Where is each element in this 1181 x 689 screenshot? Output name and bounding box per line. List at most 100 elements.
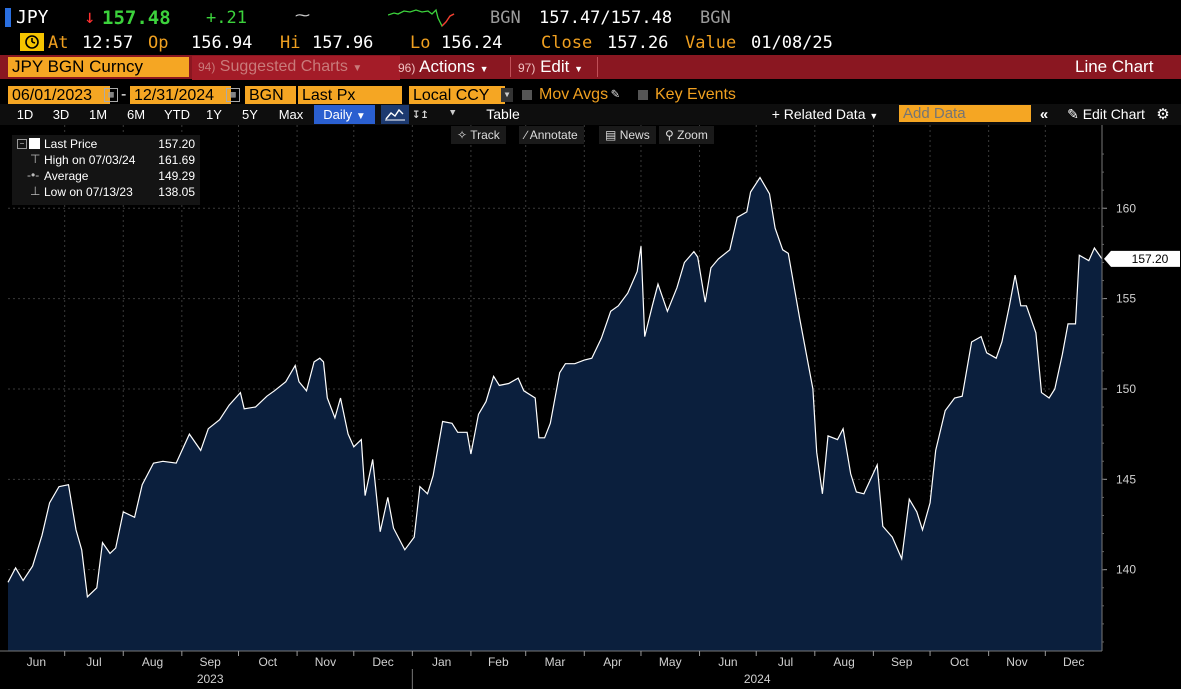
field-select[interactable]: Last Px <box>298 86 402 106</box>
chevron-down-icon: ▼ <box>352 63 363 74</box>
actions-label: Actions <box>419 57 475 76</box>
bar-chart-icon[interactable]: ↧↥ <box>412 106 429 122</box>
annotate-label: Annotate <box>529 128 578 142</box>
at-label: At <box>48 33 69 53</box>
legend-label: Low on 07/13/23 <box>44 185 133 199</box>
price-line <box>7 176 1103 599</box>
price-chart[interactable]: 140 145 150 155 160 157.20 Jun Jul Aug Sep Oct Nov D… <box>0 125 1181 689</box>
y-tick-label: 145 <box>1116 472 1136 486</box>
y-tick-label: 155 <box>1116 292 1136 306</box>
pencil-icon[interactable]: ✎ <box>611 86 620 102</box>
actions-menu[interactable]: 96) Actions ▼ <box>398 56 489 80</box>
range-button-6m[interactable]: 6M <box>126 107 146 122</box>
down-arrow-icon: ↓ <box>84 6 96 28</box>
price-area <box>8 177 1102 651</box>
source-field[interactable]: BGN <box>245 86 296 106</box>
edit-chart-label: Edit Chart <box>1082 106 1145 122</box>
track-label: Track <box>470 128 500 142</box>
low-value: 156.24 <box>441 33 503 53</box>
chevron-down-icon[interactable]: ▼ <box>501 88 513 102</box>
track-button[interactable]: ✧ Track <box>451 126 506 144</box>
currency-select[interactable]: Local CCY <box>409 86 505 106</box>
low-marker-icon: ⊥ <box>30 184 41 198</box>
frequency-label: Daily <box>323 107 353 122</box>
pencil-icon: ✎ <box>1067 106 1079 122</box>
x-tick-label: Sep <box>199 655 221 669</box>
end-date-field[interactable]: 12/31/2024 <box>130 86 231 106</box>
security-field[interactable]: JPY BGN Curncy <box>8 57 189 77</box>
close-label: Close <box>541 33 593 53</box>
x-tick-label: Mar <box>545 655 566 669</box>
legend-average[interactable]: -•- Average 149.29 <box>12 168 200 185</box>
chevron-down-icon: ▼ <box>869 111 879 121</box>
range-button-1y[interactable]: 1Y <box>206 107 222 122</box>
add-data-input[interactable] <box>899 105 1031 122</box>
x-tick-label: Feb <box>488 655 509 669</box>
range-button-1m[interactable]: 1M <box>88 107 108 122</box>
edit-menu[interactable]: 97) Edit ▼ <box>518 56 583 80</box>
tilde-icon: ⁓ <box>295 6 310 24</box>
bid-ask: 157.47/157.48 <box>539 8 673 28</box>
x-tick-label: Sep <box>891 655 913 669</box>
zoom-button[interactable]: ⚲ Zoom <box>659 126 714 144</box>
range-button-3d[interactable]: 3D <box>52 107 70 122</box>
frequency-select[interactable]: Daily ▼ <box>314 105 375 124</box>
key-events-label[interactable]: Key Events <box>655 86 736 103</box>
quote-time: 12:57 <box>82 33 134 53</box>
white-square-icon <box>29 138 40 149</box>
mov-avgs-checkbox[interactable] <box>522 90 532 100</box>
key-events-checkbox[interactable] <box>638 90 648 100</box>
chevron-down-icon: ▼ <box>574 64 584 74</box>
mov-avgs-label[interactable]: Mov Avgs <box>539 86 609 103</box>
suggested-num: 94) <box>198 60 216 74</box>
line-chart-icon[interactable] <box>381 105 409 124</box>
x-tick-label: Nov <box>315 655 336 669</box>
legend-value: 161.69 <box>158 153 195 167</box>
annotate-button[interactable]: ∕ Annotate <box>519 126 584 144</box>
collapse-icon[interactable]: « <box>1039 106 1049 123</box>
clock-icon <box>20 33 44 51</box>
suggested-charts-menu[interactable]: 94) Suggested Charts ▼ <box>192 56 400 80</box>
date-dash: - <box>121 86 127 103</box>
chart-type-title: Line Chart <box>1075 57 1154 76</box>
y-tick-label: 150 <box>1116 382 1136 396</box>
gear-icon[interactable]: ⚙ <box>1156 106 1170 123</box>
news-button[interactable]: ▤ News <box>599 126 656 144</box>
legend-low[interactable]: ⊥ Low on 07/13/23 138.05 <box>12 184 200 201</box>
calendar-icon[interactable]: ▦ <box>104 88 118 102</box>
related-data-menu[interactable]: + Related Data ▼ <box>764 105 886 124</box>
x-tick-label: Oct <box>258 655 277 669</box>
legend-label: Average <box>44 169 89 183</box>
search-icon: ⚲ <box>665 128 674 142</box>
chevron-down-icon[interactable]: ▼ <box>450 108 456 118</box>
x-tick-label: Dec <box>1063 655 1084 669</box>
range-button-5y[interactable]: 5Y <box>242 107 258 122</box>
edit-label: Edit <box>540 57 570 76</box>
start-date-field[interactable]: 06/01/2023 <box>8 86 110 106</box>
menu-divider <box>510 57 511 77</box>
range-button-1d[interactable]: 1D <box>16 107 34 122</box>
range-button-ytd[interactable]: YTD <box>164 107 190 122</box>
calendar-icon[interactable]: ▦ <box>226 88 240 102</box>
chevron-down-icon: ▼ <box>479 64 489 74</box>
collapse-box-icon: − <box>17 139 27 149</box>
average-line-icon: -•- <box>27 168 40 182</box>
y-tick-label: 160 <box>1116 201 1136 215</box>
edit-chart-button[interactable]: ✎ Edit Chart <box>1058 105 1154 124</box>
quote-source: BGN <box>490 8 521 28</box>
range-button-max[interactable]: Max <box>278 107 304 122</box>
crosshair-icon: ✧ <box>457 128 468 142</box>
x-tick-label: Nov <box>1006 655 1027 669</box>
high-marker-icon: ⊤ <box>30 152 41 166</box>
legend-last-price[interactable]: − Last Price 157.20 <box>12 137 200 153</box>
x-tick-label: Jan <box>432 655 451 669</box>
news-icon: ▤ <box>605 128 617 142</box>
quote-source-2: BGN <box>700 8 731 28</box>
legend-value: 138.05 <box>158 185 195 199</box>
toolbar <box>0 104 1181 125</box>
legend-high[interactable]: ⊤ High on 07/03/24 161.69 <box>12 152 200 169</box>
x-tick-label: Jun <box>27 655 46 669</box>
year-label: 2024 <box>744 672 771 686</box>
table-button[interactable]: Table <box>486 106 520 122</box>
menu-divider <box>597 57 598 77</box>
